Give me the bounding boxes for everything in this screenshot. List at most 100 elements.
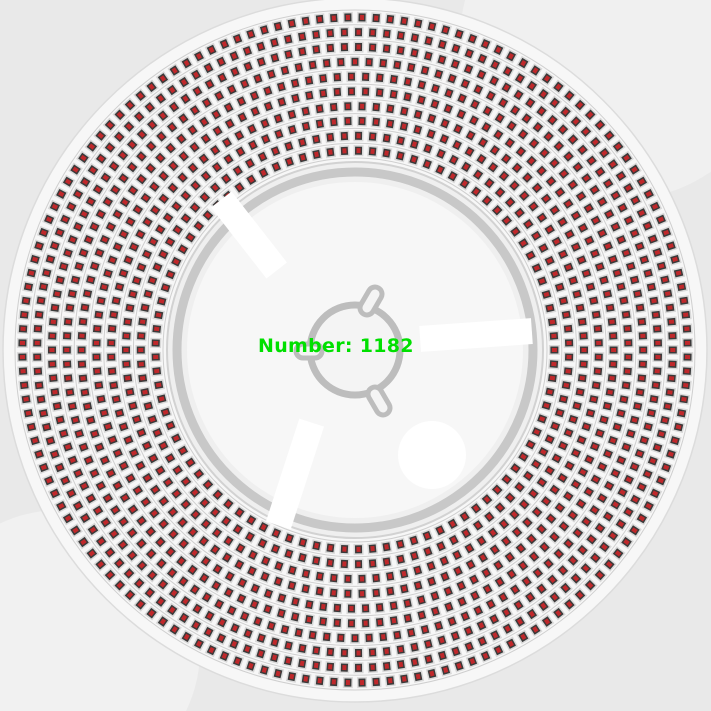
component <box>608 345 620 355</box>
component <box>548 358 560 370</box>
component <box>592 164 608 180</box>
component <box>54 499 69 514</box>
component <box>346 85 357 97</box>
component <box>22 407 35 420</box>
component <box>328 12 340 24</box>
component <box>241 626 255 641</box>
component <box>632 239 647 253</box>
component <box>558 104 573 120</box>
component <box>475 550 491 565</box>
component <box>614 232 629 247</box>
component <box>538 191 554 207</box>
component <box>324 646 336 658</box>
hub-window-right <box>419 318 533 352</box>
component <box>488 57 503 72</box>
component <box>370 116 382 128</box>
component <box>653 473 668 488</box>
component <box>526 135 542 151</box>
component <box>381 660 393 673</box>
component <box>610 546 626 561</box>
component <box>155 392 169 405</box>
component <box>439 23 452 37</box>
component <box>536 598 551 614</box>
component <box>381 645 393 658</box>
component <box>499 80 514 95</box>
component <box>491 557 506 573</box>
component <box>622 337 634 349</box>
component <box>110 446 125 460</box>
component <box>94 393 108 406</box>
component <box>387 599 400 612</box>
component <box>47 372 60 384</box>
component <box>522 589 538 605</box>
component <box>178 211 194 226</box>
component <box>561 260 576 274</box>
component <box>478 37 493 52</box>
component <box>61 345 73 355</box>
component <box>160 475 176 490</box>
component <box>536 86 551 102</box>
component <box>398 14 410 28</box>
component <box>254 55 268 69</box>
component <box>269 526 284 541</box>
component <box>87 219 102 234</box>
component <box>188 178 204 194</box>
component <box>58 473 73 488</box>
hub-window-top <box>211 191 287 279</box>
component <box>537 145 552 161</box>
component <box>457 509 472 524</box>
component <box>654 427 669 441</box>
component <box>258 23 271 37</box>
component <box>328 586 340 599</box>
component <box>576 316 589 328</box>
component <box>166 99 182 115</box>
component <box>605 528 621 543</box>
component <box>248 581 262 596</box>
component <box>651 323 664 335</box>
component <box>175 514 191 530</box>
component <box>314 117 326 130</box>
component <box>175 242 191 257</box>
component <box>207 542 223 558</box>
component <box>147 482 163 498</box>
component <box>471 603 486 618</box>
component <box>462 541 477 556</box>
component <box>601 207 617 222</box>
component <box>641 499 656 514</box>
spindle-key <box>365 384 393 418</box>
component <box>492 110 507 126</box>
component <box>144 79 159 95</box>
component <box>553 280 567 294</box>
component <box>289 76 302 90</box>
component <box>189 617 204 633</box>
component <box>568 446 584 460</box>
component <box>310 133 323 146</box>
component <box>292 60 305 74</box>
component <box>121 372 134 384</box>
component <box>303 613 315 626</box>
component <box>606 316 619 328</box>
component <box>255 536 270 551</box>
component <box>346 603 357 615</box>
component <box>179 55 194 71</box>
component <box>57 260 71 273</box>
component <box>156 438 171 453</box>
component <box>53 273 67 287</box>
component <box>187 582 203 597</box>
component <box>619 534 634 550</box>
component <box>487 73 502 89</box>
component <box>70 187 86 202</box>
component <box>165 158 181 174</box>
component <box>421 544 435 559</box>
component <box>71 219 86 234</box>
component <box>191 636 206 651</box>
component <box>105 351 117 363</box>
component <box>286 563 299 577</box>
component <box>261 84 275 98</box>
component <box>324 146 337 159</box>
component <box>512 205 528 221</box>
component <box>496 516 512 532</box>
component <box>663 386 677 399</box>
component <box>420 528 434 543</box>
component <box>641 186 656 201</box>
